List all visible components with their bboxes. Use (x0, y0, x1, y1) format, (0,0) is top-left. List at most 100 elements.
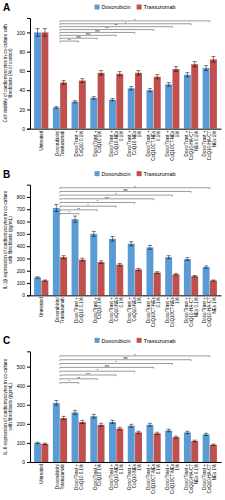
significance-label: * (134, 185, 136, 190)
bar (210, 281, 217, 296)
error-bar-stem (93, 231, 94, 236)
bar (154, 77, 161, 129)
significance-label: * (134, 18, 136, 23)
y-axis-line (27, 185, 31, 296)
y-tick: 400 (17, 383, 30, 389)
significance-tick (59, 214, 60, 215)
error-bar-cap (118, 263, 122, 264)
error-bar-cap (118, 76, 122, 77)
significance-tick (59, 371, 60, 372)
error-bar-cap (204, 268, 208, 269)
error-bar-stem (157, 432, 158, 434)
significance: * (60, 185, 210, 190)
bar (165, 84, 172, 128)
error-bar-cap (155, 78, 159, 79)
significance-label: *** (86, 372, 91, 377)
panel: 0100200300400500UntreatedDoxorubicin/Tra… (3, 335, 222, 494)
bar (53, 107, 60, 128)
error-bar-cap (110, 236, 114, 237)
error-bar (43, 443, 47, 444)
error-bar-stem (112, 237, 113, 242)
bar (203, 267, 210, 295)
significance-tick (59, 27, 60, 28)
y-tick-mark (27, 52, 30, 53)
x-tick-label: Doxo/Trast +CoQ10 1% (93, 130, 103, 156)
error-bar (99, 71, 103, 75)
error-bar (62, 256, 66, 259)
error-bar-cap (167, 258, 171, 259)
x-tick-label: Doxo/Trast +CoQ10CT-NEs1% (165, 463, 180, 494)
significance-tick (59, 21, 60, 22)
error-bar-cap (204, 70, 208, 71)
bar-series (41, 418, 216, 462)
y-tick-label: 80 (19, 49, 25, 55)
legend: DoxorubicinTrastuzumab (95, 171, 176, 177)
significance: ** (60, 38, 79, 43)
x-tick-label: Doxo/Trast +CoQ10CT-NEs0.1% (146, 463, 161, 494)
significance-tick (59, 30, 60, 31)
significance-tick (172, 195, 173, 196)
error-bar (211, 444, 215, 445)
legend-label: Trastuzumab (144, 4, 176, 10)
legend-swatch (137, 171, 142, 176)
x-tick-label: Doxo/Trast +CoQ10CT-NEs0.1% (146, 297, 161, 328)
bar (41, 32, 48, 128)
panel: 020406080100UntreatedDoxorubicin/Trastuz… (3, 2, 222, 161)
x-tick-label: Doxorubicin/Trastuzumab (55, 130, 65, 157)
significance-label: * (134, 353, 136, 358)
error-bar-cap (35, 442, 39, 443)
error-bar-cap (80, 78, 84, 79)
y-tick: 100 (17, 280, 30, 286)
error-bar-stem (93, 97, 94, 99)
x-tick-label: Doxo/Trast +CoQ10CT-NEs1% (165, 297, 180, 328)
bar (53, 403, 60, 462)
error-bar-cap (136, 270, 140, 271)
bar (128, 88, 135, 128)
y-tick-label: 20 (19, 107, 25, 113)
error-bar-stem (138, 71, 139, 75)
error-bar-cap (54, 400, 58, 401)
error-bar (92, 414, 96, 418)
bar (79, 260, 86, 296)
error-bar (110, 420, 114, 423)
bar (191, 276, 198, 295)
error-bar-stem (112, 420, 113, 423)
legend-item: Doxorubicin (95, 338, 131, 344)
bar-series (34, 403, 209, 462)
error-bar-cap (204, 433, 208, 434)
x-tick-label: Doxo/Trast +CoQ10-NEs0.1% (109, 130, 124, 156)
error-bar (35, 29, 39, 37)
significance-tick (78, 41, 79, 42)
error-bar-stem (194, 62, 195, 67)
error-bar-cap (211, 281, 215, 282)
error-bar-cap (193, 441, 197, 442)
y-tick-mark (27, 109, 30, 110)
error-bar-cap (185, 433, 189, 434)
bar (79, 81, 86, 129)
error-bar (204, 66, 208, 71)
significance: *** (60, 196, 154, 201)
y-tick: 0 (22, 126, 30, 132)
error-bar-stem (119, 263, 120, 265)
error-bar-cap (110, 423, 114, 424)
error-bar-cap (211, 445, 215, 446)
error-bar-stem (63, 416, 64, 420)
significance-tick (59, 199, 60, 200)
error-bar-cap (92, 99, 96, 100)
significance-tick (59, 356, 60, 357)
bar (116, 74, 123, 129)
x-tick-label: Doxo/Trast +CoQ10-HA-CTNEs 1% (202, 297, 217, 327)
error-bar-cap (129, 424, 133, 425)
significance-tick (78, 214, 79, 215)
significance-label: ns (86, 31, 90, 36)
significance-tick (116, 375, 117, 376)
x-tick: Doxo/Trast +CoQ10-HA-CTNEs 0.1% (184, 464, 199, 494)
significance-tick (59, 206, 60, 207)
error-bar-cap (73, 414, 77, 415)
x-tick: Doxo/Trast +CoQ10-HA-CTNEs 0.1% (184, 297, 199, 327)
y-tick-label: 0 (22, 459, 25, 465)
y-tick-label: 100 (17, 440, 26, 446)
y-axis: 0100200300400500 (17, 352, 31, 465)
bar (184, 259, 191, 295)
significance-label: * (69, 210, 71, 215)
